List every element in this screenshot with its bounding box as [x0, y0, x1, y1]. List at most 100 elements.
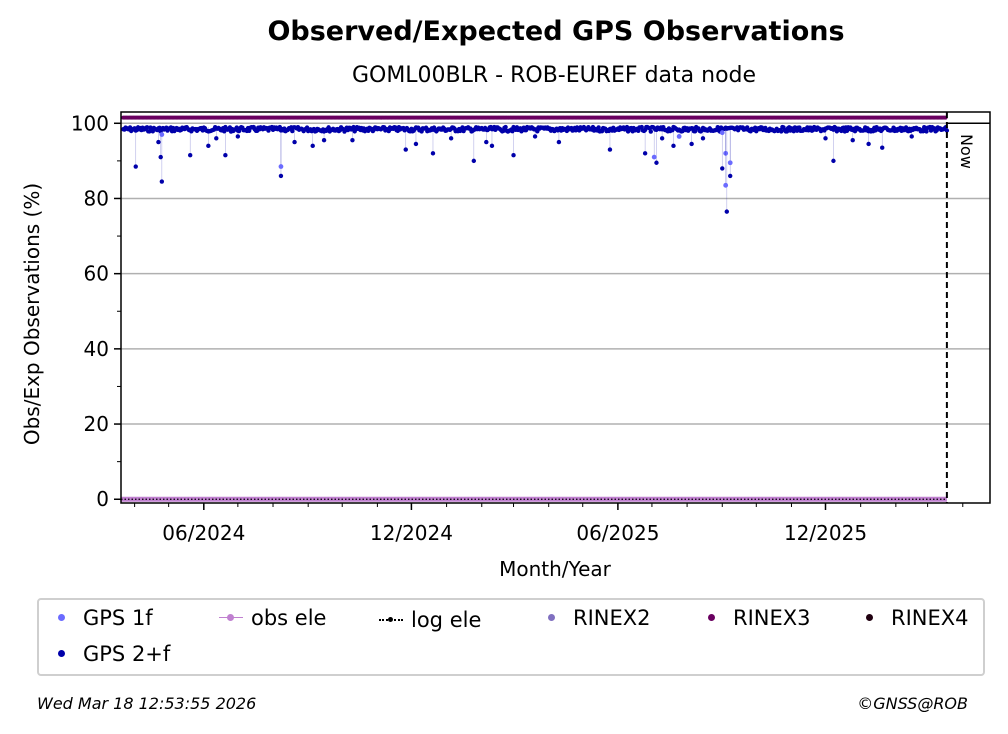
y-tick-label: 20 — [84, 412, 109, 436]
y-axis-label: Obs/Exp Observations (%) — [20, 182, 44, 446]
gps-1f-point — [159, 132, 165, 137]
gps-2f-point — [636, 128, 641, 134]
legend-label-rinex3: RINEX3 — [733, 606, 811, 630]
y-tick-label: 100 — [71, 111, 109, 135]
gps-2f-point — [214, 136, 219, 141]
gps-2f-point — [430, 151, 436, 156]
gps-2f-point — [791, 128, 796, 134]
y-tick-label: 0 — [96, 487, 109, 511]
gps-2f-point — [310, 143, 315, 149]
legend-label-obs-ele: obs ele — [251, 606, 327, 630]
gps-2f-point — [144, 125, 150, 130]
y-tick-label: 60 — [84, 262, 109, 286]
gps-2f-point — [290, 128, 295, 134]
gps-2f-point — [715, 125, 720, 130]
gps-2f-point — [654, 160, 659, 165]
gps-2f-point — [642, 151, 648, 156]
gps-2f-point — [924, 129, 929, 134]
gps-2f-point — [532, 134, 538, 139]
footer-copyright: ©GNSS@ROB — [857, 694, 968, 713]
legend-marker-log-ele — [377, 610, 405, 630]
gps-2f-point — [511, 153, 516, 158]
gps-2f-point — [648, 129, 653, 134]
legend-marker-obs-ele — [217, 608, 245, 628]
gps-1f-point — [719, 130, 725, 136]
gps-2f-point — [596, 125, 601, 130]
gps-2f-point — [278, 173, 284, 179]
gps-2f-point — [607, 147, 613, 152]
gps-2f-point — [471, 158, 477, 164]
gps-2f-point — [909, 134, 914, 139]
gps-2f-point — [728, 173, 733, 179]
gps-2f-point — [489, 143, 495, 149]
gps-1f-point — [723, 182, 729, 188]
gps-2f-point — [724, 209, 730, 214]
gps-2f-point — [850, 137, 855, 143]
legend-marker-rinex4 — [857, 608, 885, 628]
x-axis-label: Month/Year — [499, 557, 611, 581]
gps-2f-point — [484, 139, 489, 145]
gps-2f-point — [659, 136, 665, 141]
legend-marker-gps-1f — [49, 608, 77, 628]
gps-2f-point — [779, 129, 784, 134]
chart-svg: 0 20 40 60 80 100 06/2024 12/2024 06/2025 12/2025… — [71, 111, 991, 545]
legend-item-gps-2f: GPS 2+f — [49, 642, 170, 666]
legend-label-log-ele: log ele — [411, 608, 482, 632]
gps-2f-point — [223, 153, 228, 158]
gps-2f-point — [700, 136, 706, 141]
legend-item-rinex2: RINEX2 — [539, 606, 651, 630]
gps-2f-point — [403, 147, 408, 152]
legend-label-gps-2f: GPS 2+f — [83, 642, 171, 666]
legend-marker-rinex3 — [699, 608, 727, 628]
gps-2f-point — [944, 128, 950, 133]
gps-2f-point — [292, 139, 297, 145]
gps-2f-point — [321, 137, 327, 143]
gps-2f-point — [831, 158, 836, 164]
legend-label-gps-1f: GPS 1f — [83, 606, 153, 630]
footer-timestamp: Wed Mar 18 12:53:55 2026 — [37, 694, 257, 713]
legend-item-rinex4: RINEX4 — [857, 606, 969, 630]
gps-2f-point — [235, 134, 241, 139]
gps-2f-point — [922, 124, 927, 130]
x-tick-label: 06/2024 — [162, 521, 245, 545]
chart-subtitle: GOML00BLR - ROB-EUREF data node — [351, 63, 757, 88]
gps-2f-point — [503, 124, 508, 130]
gps-1f-point — [723, 150, 729, 156]
legend-item-log-ele: log ele — [377, 608, 481, 632]
gps-2f-point — [448, 136, 454, 141]
legend: GPS 1f obs ele log ele RINEX2 RINEX3 RIN… — [37, 598, 985, 676]
chart-title: Observed/Expected GPS Observations — [267, 16, 845, 47]
plot-frame — [120, 111, 991, 504]
gps-2f-point — [852, 128, 858, 134]
gps-2f-point — [188, 153, 193, 158]
gps-2f-point — [720, 166, 725, 171]
legend-label-rinex4: RINEX4 — [891, 606, 969, 630]
y-tick-label: 40 — [84, 337, 109, 361]
legend-label-rinex2: RINEX2 — [573, 606, 651, 630]
x-tick-label: 12/2024 — [370, 521, 453, 545]
legend-marker-rinex2 — [539, 608, 567, 628]
gps-2f-point — [689, 141, 694, 147]
gps-2f-point — [156, 139, 161, 145]
gps-1f-point — [676, 134, 682, 139]
now-label: Now — [957, 134, 976, 169]
x-tick-label: 12/2025 — [784, 521, 867, 545]
gps-2f-point — [413, 141, 419, 147]
legend-item-rinex3: RINEX3 — [699, 606, 811, 630]
gps-2f-point — [639, 124, 644, 130]
gps-2f-point — [866, 141, 871, 147]
y-tick-label: 80 — [84, 186, 109, 210]
gps-2f-point — [158, 154, 163, 160]
gps-2f-point — [671, 143, 676, 149]
gps-2f-point — [133, 164, 138, 169]
legend-marker-gps-2f — [49, 644, 77, 664]
gps-1f-point — [278, 164, 284, 169]
legend-item-obs-ele: obs ele — [217, 606, 326, 630]
gps-2f-point — [556, 139, 562, 145]
gps-2f-point — [159, 179, 165, 184]
x-tick-label: 06/2025 — [576, 521, 659, 545]
legend-item-gps-1f: GPS 1f — [49, 606, 153, 630]
gps-2f-point — [823, 136, 828, 141]
gps-1f-point — [651, 154, 657, 160]
gps-2f-point — [880, 145, 885, 150]
